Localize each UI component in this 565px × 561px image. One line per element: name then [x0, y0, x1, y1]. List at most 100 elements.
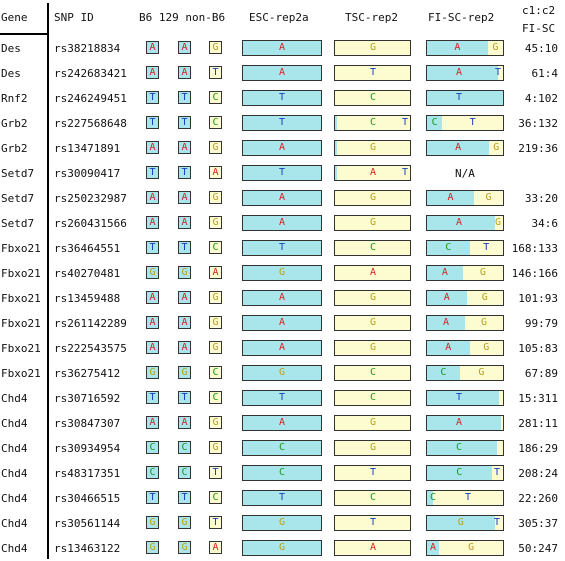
b6-allele: A	[146, 191, 159, 204]
tsc-bar: C	[334, 240, 411, 256]
fisc-bar-fill	[427, 116, 442, 130]
fisc-bar-fill	[427, 241, 470, 255]
non-b6-allele: G	[209, 316, 222, 329]
non-b6-allele: G	[209, 41, 222, 54]
b6-allele: G	[146, 516, 159, 529]
fisc-bar-fill	[427, 441, 497, 455]
esc-allele-label: A	[278, 342, 286, 353]
esc-bar: A	[242, 215, 322, 231]
strain-129-allele: G	[178, 541, 191, 554]
gene-name: Chd4	[1, 442, 28, 455]
tsc-bar: C	[334, 390, 411, 406]
fisc-bar-fill	[427, 491, 433, 505]
esc-allele-label: T	[278, 92, 286, 103]
esc-bar-fill	[243, 266, 321, 280]
non-b6-allele: T	[209, 466, 222, 479]
esc-bar-fill	[243, 141, 321, 155]
tsc-allele-label: G	[369, 417, 377, 428]
b6-allele: A	[146, 316, 159, 329]
b6-allele: T	[146, 241, 159, 254]
esc-bar-fill	[243, 416, 321, 430]
header-ratio: c1:c2	[522, 4, 556, 17]
snp-id: rs30090417	[54, 167, 121, 180]
fisc-allele-label: A	[455, 142, 462, 153]
fisc-allele-label-2: T	[494, 67, 502, 78]
tsc-allele-label: G	[369, 142, 377, 153]
esc-allele-label: A	[278, 142, 286, 153]
non-b6-allele: C	[209, 391, 222, 404]
non-b6-allele: C	[209, 491, 222, 504]
gene-name: Fbxo21	[1, 292, 41, 305]
tsc-allele-label: T	[369, 467, 377, 478]
strain-129-allele: T	[178, 166, 191, 179]
fisc-bar-fill	[427, 291, 467, 305]
tsc-bar: A	[334, 265, 411, 281]
non-b6-allele: T	[209, 66, 222, 79]
tsc-bar: G	[334, 40, 411, 56]
strain-129-allele: T	[178, 391, 191, 404]
strain-129-allele: T	[178, 91, 191, 104]
esc-bar-fill	[243, 541, 321, 555]
esc-bar-fill	[243, 441, 321, 455]
esc-allele-label: A	[278, 42, 286, 53]
esc-allele-label: A	[278, 67, 286, 78]
esc-bar: T	[242, 90, 322, 106]
esc-allele-label: G	[278, 367, 286, 378]
esc-bar: A	[242, 415, 322, 431]
allele-ratio: 305:37	[518, 517, 558, 530]
fisc-allele-label-2: T	[493, 517, 501, 528]
allele-ratio: 281:11	[518, 417, 558, 430]
b6-allele: A	[146, 41, 159, 54]
gene-name: Rnf2	[1, 92, 28, 105]
allele-ratio: 50:247	[518, 542, 558, 555]
tsc-allele-label-2: T	[401, 167, 409, 178]
fisc-allele-label: C	[445, 242, 452, 253]
esc-allele-label: G	[278, 267, 286, 278]
fisc-allele-label: A	[441, 267, 448, 278]
esc-allele-label: A	[278, 417, 286, 428]
allele-ratio: 15:311	[518, 392, 558, 405]
esc-bar: T	[242, 165, 322, 181]
allele-ratio: 186:29	[518, 442, 558, 455]
tsc-allele-label: C	[369, 367, 377, 378]
fisc-bar-fill	[427, 191, 474, 205]
esc-bar-fill	[243, 191, 321, 205]
strain-129-allele: G	[178, 516, 191, 529]
fisc-allele-label: G	[457, 517, 464, 528]
esc-bar: A	[242, 290, 322, 306]
tsc-bar: G	[334, 440, 411, 456]
snp-id: rs13463122	[54, 542, 121, 555]
esc-bar: C	[242, 465, 322, 481]
esc-allele-label: T	[278, 167, 286, 178]
esc-bar-fill	[243, 291, 321, 305]
tsc-bar: A	[334, 540, 411, 556]
esc-bar-fill	[243, 91, 321, 105]
b6-allele: C	[146, 466, 159, 479]
snp-id: rs246249451	[54, 92, 127, 105]
snp-id: rs30934954	[54, 442, 121, 455]
fisc-allele-label: A	[455, 67, 463, 78]
strain-129-allele: T	[178, 491, 191, 504]
allele-ratio: 168:133	[511, 242, 558, 255]
esc-bar-fill	[243, 166, 321, 180]
fisc-bar-fill	[427, 41, 488, 55]
tsc-allele-label: A	[369, 542, 377, 553]
tsc-bar-fill	[335, 116, 337, 130]
esc-bar: T	[242, 490, 322, 506]
fisc-allele-label-2: T	[493, 467, 501, 478]
allele-ratio: 22:260	[518, 492, 558, 505]
strain-129-allele: A	[178, 341, 191, 354]
snp-id: rs48317351	[54, 467, 121, 480]
header-ratio-sub: FI-SC	[522, 22, 556, 35]
esc-bar: A	[242, 140, 322, 156]
snp-id: rs13459488	[54, 292, 121, 305]
b6-allele: G	[146, 266, 159, 279]
